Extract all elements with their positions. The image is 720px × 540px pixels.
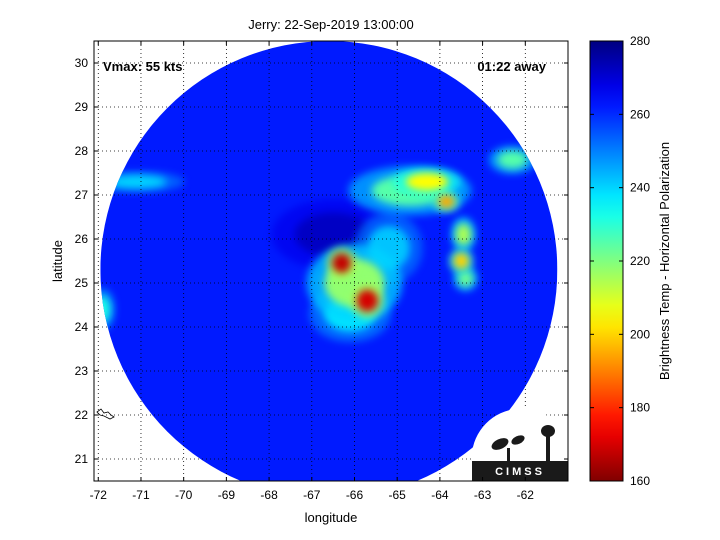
cimss-logo: CIMSS [471, 408, 568, 481]
logo-dish-left [491, 438, 509, 450]
y-tick-label: 28 [75, 144, 89, 158]
plot-frame [93, 40, 569, 482]
x-tick-label: -64 [431, 488, 449, 502]
colorbar-tick-label: 200 [630, 327, 650, 341]
coastline-islands [96, 408, 115, 420]
x-tick-label: -72 [90, 488, 108, 502]
logo-tank [541, 425, 555, 437]
y-tick-label: 26 [75, 232, 89, 246]
y-tick-label: 27 [75, 188, 89, 202]
x-tick-label: -71 [132, 488, 150, 502]
feature-core [106, 175, 167, 189]
y-tick-label: 21 [75, 452, 89, 466]
colorbar-tick-label: 220 [630, 254, 650, 268]
colorbar-tick-label: 280 [630, 34, 650, 48]
feature-core [332, 253, 352, 273]
logo-banner [472, 461, 568, 481]
x-axis-label: longitude [305, 510, 358, 525]
x-tick-label: -66 [346, 488, 364, 502]
feature-core [437, 195, 455, 209]
x-tick-label: -69 [218, 488, 236, 502]
colorbar-gradient [590, 41, 623, 481]
y-axis-label: latitude [50, 240, 65, 282]
y-tick-label: 29 [75, 100, 89, 114]
chart-title: Jerry: 22-Sep-2019 13:00:00 [248, 17, 414, 32]
x-tick-label: -70 [175, 488, 193, 502]
y-tick-label: 30 [75, 56, 89, 70]
colorbar-label: Brightness Temp - Horizontal Polarizatio… [657, 142, 672, 380]
logo-dish-right [511, 435, 525, 445]
plot-area: CIMSS -72 -71 -70 -69 -68 -67 -66 -65 -64 -63 -62 … [75, 40, 569, 502]
brightness-temp-swath [100, 41, 558, 481]
colorbar-tick-label: 260 [630, 107, 650, 121]
time-away-annotation: 01:22 away [477, 59, 546, 74]
feature-core [457, 270, 474, 287]
feature-core [356, 289, 378, 312]
x-tick-label: -65 [389, 488, 407, 502]
y-tick-label: 24 [75, 320, 89, 334]
y-tick-label: 25 [75, 276, 89, 290]
colorbar-tick-label: 160 [630, 474, 650, 488]
feature-core [405, 173, 449, 191]
x-tick-label: -68 [260, 488, 278, 502]
feature-core [455, 223, 472, 246]
colorbar-tick-label: 240 [630, 181, 650, 195]
y-tick-label: 23 [75, 364, 89, 378]
colorbar-tick-label: 180 [630, 401, 650, 415]
x-tick-label: -63 [474, 488, 492, 502]
logo-tower [546, 436, 550, 461]
feature-core [453, 253, 469, 269]
logo-dish-stand [507, 448, 510, 461]
x-tick-label: -67 [303, 488, 321, 502]
y-tick-label: 22 [75, 408, 89, 422]
x-axis-ticks: -72 -71 -70 -69 -68 -67 -66 -65 -64 -63 -62 [90, 41, 535, 502]
vmax-annotation: Vmax: 55 kts [103, 59, 183, 74]
logo-text: CIMSS [495, 466, 545, 478]
x-tick-label: -62 [517, 488, 535, 502]
colorbar-ticks: 160 180 200 220 240 260 280 [590, 34, 650, 488]
grid-lines [94, 41, 568, 481]
coastline-outline [96, 408, 115, 420]
feature-core [497, 151, 528, 169]
colorbar: 160 180 200 220 240 260 280 Brightness Temp - … [589, 34, 672, 488]
y-axis-ticks: 21 22 23 24 25 26 27 28 29 30 [75, 56, 568, 466]
